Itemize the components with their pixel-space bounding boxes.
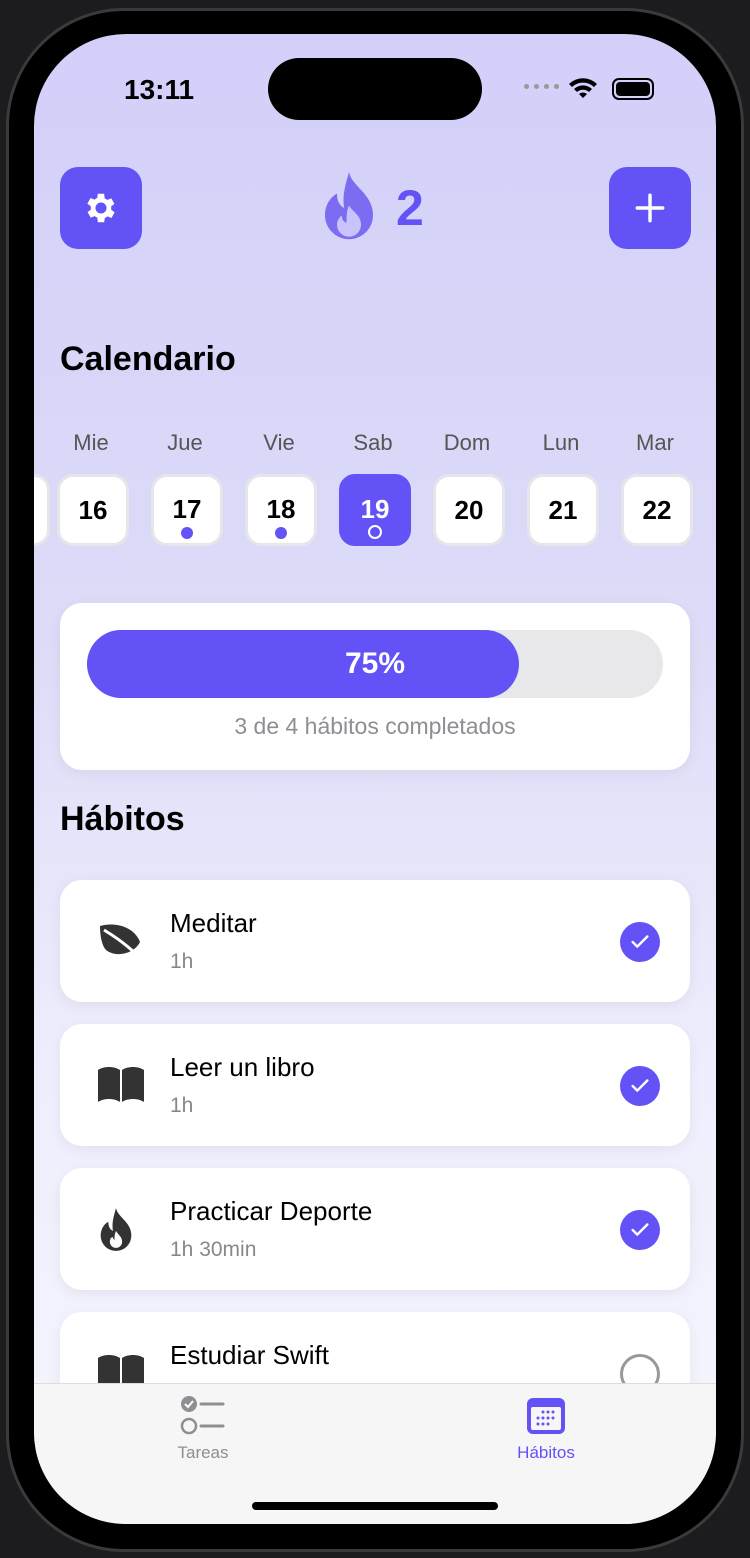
calendar-title: Calendario	[60, 340, 236, 378]
battery-icon	[612, 78, 654, 100]
calendar-day-22[interactable]: 22	[621, 474, 693, 546]
flame-icon	[96, 1208, 136, 1259]
day-number: 19	[360, 493, 390, 524]
dynamic-island	[268, 58, 482, 120]
weekday-label: Jue	[167, 430, 203, 455]
calendar-day-19[interactable]: 19	[339, 474, 411, 546]
calendar-day-17[interactable]: 17	[151, 474, 223, 546]
habit-checkbox[interactable]	[620, 922, 660, 962]
day-number: 20	[454, 494, 484, 525]
signal-icon	[524, 84, 559, 89]
day-number: 22	[642, 494, 672, 525]
habit-row[interactable]: Meditar 1h	[60, 880, 690, 1002]
calendar-icon	[527, 1398, 565, 1434]
book-icon	[96, 1352, 146, 1397]
wifi-icon	[569, 78, 597, 98]
calendar-day-16[interactable]: 16	[57, 474, 129, 546]
habit-name: Practicar Deporte	[170, 1196, 373, 1226]
tab-label: Tareas	[177, 1443, 229, 1462]
plus-icon	[635, 193, 665, 223]
streak-counter: 2	[320, 172, 424, 244]
status-time: 13:11	[124, 74, 195, 105]
habit-name: Meditar	[170, 908, 257, 938]
home-indicator	[252, 1502, 498, 1510]
tab-habitos[interactable]: Hábitos	[486, 1394, 606, 1463]
day-number: 21	[548, 494, 578, 525]
progress-caption: 3 de 4 hábitos completados	[234, 713, 516, 739]
add-habit-button[interactable]	[609, 167, 691, 249]
habit-name: Leer un libro	[170, 1052, 315, 1082]
calendar-day-18[interactable]: 18	[245, 474, 317, 546]
completed-dot	[275, 526, 287, 539]
book-icon	[96, 1064, 146, 1109]
checklist-icon	[180, 1396, 225, 1435]
completed-dot	[181, 526, 193, 539]
calendar-strip[interactable]: Mie 16 Jue 17 Vie 18 Sab 19 Dom 20 Lun 21 Mar 22	[34, 430, 716, 560]
weekday-label: Dom	[443, 430, 491, 455]
weekday-label: Mie	[73, 430, 109, 455]
calendar-day-20[interactable]: 20	[433, 474, 505, 546]
habit-checkbox[interactable]	[620, 1210, 660, 1250]
tab-label: Hábitos	[517, 1443, 575, 1462]
day-number: 16	[78, 494, 108, 525]
progress-card: 75% 3 de 4 hábitos completados	[60, 603, 690, 770]
gear-icon	[87, 193, 115, 223]
progress-percent: 75%	[344, 647, 406, 680]
weekday-label: Vie	[263, 430, 295, 455]
habit-row[interactable]: Practicar Deporte 1h 30min	[60, 1168, 690, 1290]
habit-checkbox[interactable]	[620, 1066, 660, 1106]
habit-name: Estudiar Swift	[170, 1340, 329, 1370]
flame-icon	[325, 172, 373, 240]
weekday-label: Lun	[542, 430, 580, 455]
calendar-day-21[interactable]: 21	[527, 474, 599, 546]
checkmark-icon	[631, 935, 649, 949]
calendar-day-prev[interactable]	[34, 474, 50, 546]
progress-fill	[87, 630, 519, 698]
weekday-label: Mar	[636, 430, 674, 455]
leaf-icon	[96, 920, 144, 965]
tab-bar: Tareas Hábitos	[34, 1383, 716, 1524]
habit-duration: 1h 30min	[170, 1238, 257, 1261]
progress-bar: 75%	[87, 630, 663, 698]
habit-row[interactable]: Leer un libro 1h	[60, 1024, 690, 1146]
streak-count: 2	[396, 180, 424, 236]
today-ring	[368, 524, 382, 539]
checkmark-icon	[631, 1079, 649, 1093]
tab-tareas[interactable]: Tareas	[143, 1394, 263, 1463]
screen: 13:11 2 Calendario Mie 16 Jue 17 Vie 18 Sab 19 D…	[34, 34, 716, 1524]
habits-title: Hábitos	[60, 800, 185, 838]
habit-duration: 1h	[170, 950, 194, 973]
day-number: 17	[172, 493, 202, 524]
habit-duration: 1h	[170, 1094, 194, 1117]
checkmark-icon	[631, 1223, 649, 1237]
weekday-label: Sab	[353, 430, 393, 455]
settings-button[interactable]	[60, 167, 142, 249]
day-number: 18	[266, 493, 296, 524]
